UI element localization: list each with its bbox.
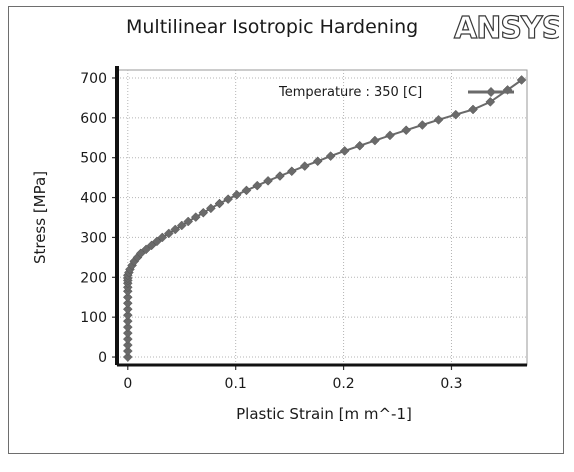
data-point: [122, 310, 133, 321]
data-point: [299, 161, 310, 171]
data-point: [468, 104, 478, 115]
plot-background: [116, 69, 528, 366]
x-tick-label: 0.3: [440, 376, 462, 392]
data-point: [252, 180, 263, 191]
data-point: [312, 156, 323, 167]
x-tick-label: 0: [123, 376, 132, 392]
data-point: [163, 228, 174, 239]
data-point: [223, 194, 233, 205]
data-point: [485, 97, 496, 107]
ansys-logo: ANSYS: [451, 10, 559, 44]
data-point: [146, 240, 157, 251]
data-point: [122, 328, 133, 338]
data-point: [516, 75, 527, 85]
data-point: [183, 216, 194, 227]
data-point: [122, 298, 133, 309]
legend-marker: [486, 87, 496, 97]
data-point: [122, 322, 133, 332]
y-tick-label: 100: [80, 310, 107, 326]
data-point: [135, 248, 146, 259]
ansys-logo-text: ANSYS: [454, 11, 559, 44]
legend-label: Temperature : 350 [C]: [278, 85, 422, 100]
axes-layer: [112, 66, 527, 370]
grid-layer: [116, 69, 528, 366]
data-point: [206, 203, 216, 214]
y-tick-label: 300: [80, 230, 107, 246]
data-point: [157, 232, 168, 243]
data-point: [122, 316, 133, 327]
data-point: [263, 175, 273, 186]
data-point: [286, 166, 297, 177]
data-point: [241, 185, 252, 196]
chart-title: Multilinear Isotropic Hardening: [126, 16, 419, 38]
x-tick-label: 0.1: [225, 376, 247, 392]
y-tick-label: 500: [80, 151, 107, 167]
data-point: [122, 346, 133, 356]
data-point: [214, 198, 225, 209]
data-point: [354, 140, 365, 151]
labels-layer: 0 0.1 0.2 0.3 0 100 200 300 400 500 600 700 Plastic …: [31, 71, 463, 423]
y-axis-title: Stress [MPa]: [31, 171, 49, 264]
y-tick-label: 400: [80, 191, 107, 207]
legend: Temperature : 350 [C]: [278, 85, 514, 100]
data-point: [122, 292, 133, 303]
data-point: [275, 171, 285, 181]
x-axis-title: Plastic Strain [m m^-1]: [236, 405, 412, 423]
data-point: [141, 244, 151, 255]
data-point: [370, 135, 380, 146]
y-tick-label: 200: [80, 270, 107, 286]
data-point: [176, 220, 187, 231]
data-point: [401, 125, 412, 136]
data-point: [417, 120, 428, 130]
data-point: [433, 114, 444, 125]
y-tick-label: 0: [98, 350, 107, 366]
data-point: [339, 146, 350, 156]
data-point: [122, 304, 133, 315]
y-tick-label: 600: [80, 111, 107, 127]
data-point: [198, 207, 209, 218]
data-point: [190, 212, 201, 222]
data-point: [122, 352, 133, 362]
x-tick-label: 0.2: [332, 376, 354, 392]
data-point: [450, 109, 461, 120]
y-tick-label: 700: [80, 71, 107, 87]
series-layer: [122, 75, 527, 362]
data-point: [152, 236, 162, 247]
data-point: [231, 189, 242, 200]
data-point: [170, 224, 181, 235]
data-point: [325, 151, 336, 161]
data-point: [122, 334, 133, 344]
data-point: [385, 130, 395, 141]
data-point: [122, 340, 133, 350]
